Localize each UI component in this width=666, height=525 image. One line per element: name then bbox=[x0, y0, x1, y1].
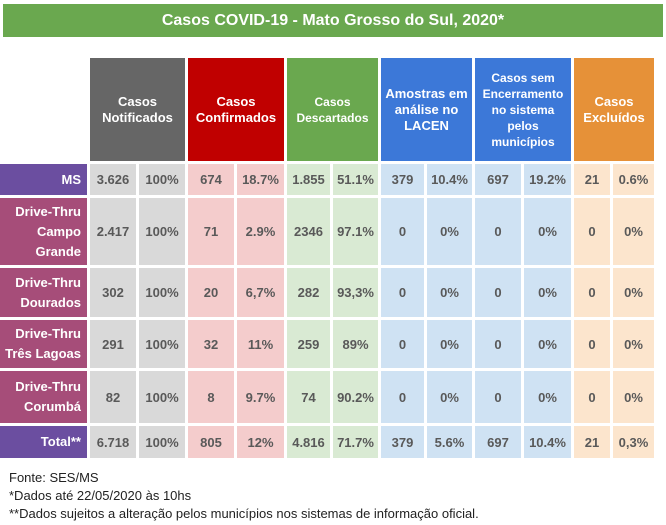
header-descartados: Casos Descartados bbox=[287, 58, 378, 161]
count-cell: 71 bbox=[188, 198, 234, 265]
count-cell: 697 bbox=[475, 426, 521, 458]
header-excluidos: Casos Excluídos bbox=[574, 58, 654, 161]
percent-cell: 0% bbox=[524, 198, 571, 265]
row-label: MS bbox=[0, 164, 87, 195]
percent-cell: 0% bbox=[427, 198, 472, 265]
percent-cell: 90.2% bbox=[333, 371, 378, 423]
percent-cell: 6,7% bbox=[237, 268, 284, 317]
percent-cell: 0% bbox=[427, 371, 472, 423]
percent-cell: 0% bbox=[613, 268, 654, 317]
count-cell: 1.855 bbox=[287, 164, 330, 195]
count-cell: 74 bbox=[287, 371, 330, 423]
percent-cell: 0% bbox=[524, 268, 571, 317]
percent-cell: 0% bbox=[427, 320, 472, 368]
header-amostras: Amostras em análise no LACEN bbox=[381, 58, 472, 161]
count-cell: 0 bbox=[475, 268, 521, 317]
count-cell: 291 bbox=[90, 320, 136, 368]
percent-cell: 100% bbox=[139, 320, 185, 368]
table-row: Drive-Thru Campo Grande 2.417 100% 71 2.9% 23… bbox=[0, 198, 654, 265]
percent-cell: 100% bbox=[139, 198, 185, 265]
count-cell: 3.626 bbox=[90, 164, 136, 195]
count-cell: 0 bbox=[475, 198, 521, 265]
footnotes: Fonte: SES/MS *Dados até 22/05/2020 às 1… bbox=[9, 469, 479, 523]
percent-cell: 0% bbox=[524, 371, 571, 423]
count-cell: 20 bbox=[188, 268, 234, 317]
percent-cell: 100% bbox=[139, 164, 185, 195]
percent-cell: 5.6% bbox=[427, 426, 472, 458]
table-row: Drive-Thru Dourados 302 100% 20 6,7% 282 93,3%… bbox=[0, 268, 654, 317]
percent-cell: 89% bbox=[333, 320, 378, 368]
percent-cell: 0.6% bbox=[613, 164, 654, 195]
count-cell: 6.718 bbox=[90, 426, 136, 458]
count-cell: 0 bbox=[574, 320, 610, 368]
count-cell: 2346 bbox=[287, 198, 330, 265]
percent-cell: 93,3% bbox=[333, 268, 378, 317]
count-cell: 21 bbox=[574, 164, 610, 195]
count-cell: 0 bbox=[381, 371, 424, 423]
count-cell: 0 bbox=[574, 268, 610, 317]
percent-cell: 10.4% bbox=[427, 164, 472, 195]
count-cell: 4.816 bbox=[287, 426, 330, 458]
percent-cell: 100% bbox=[139, 426, 185, 458]
count-cell: 697 bbox=[475, 164, 521, 195]
percent-cell: 0% bbox=[613, 320, 654, 368]
count-cell: 379 bbox=[381, 164, 424, 195]
percent-cell: 18.7% bbox=[237, 164, 284, 195]
table-title: Casos COVID-19 - Mato Grosso do Sul, 202… bbox=[3, 4, 663, 37]
count-cell: 32 bbox=[188, 320, 234, 368]
row-label: Drive-Thru Campo Grande bbox=[0, 198, 87, 265]
percent-cell: 11% bbox=[237, 320, 284, 368]
count-cell: 2.417 bbox=[90, 198, 136, 265]
count-cell: 379 bbox=[381, 426, 424, 458]
row-label: Total** bbox=[0, 426, 87, 458]
count-cell: 8 bbox=[188, 371, 234, 423]
percent-cell: 0,3% bbox=[613, 426, 654, 458]
row-label: Drive-Thru Corumbá bbox=[0, 371, 87, 423]
percent-cell: 0% bbox=[613, 198, 654, 265]
count-cell: 0 bbox=[475, 371, 521, 423]
count-cell: 0 bbox=[381, 268, 424, 317]
count-cell: 259 bbox=[287, 320, 330, 368]
row-label: Drive-Thru Três Lagoas bbox=[0, 320, 87, 368]
footnote-disclaimer: **Dados sujeitos a alteração pelos munic… bbox=[9, 506, 479, 521]
count-cell: 674 bbox=[188, 164, 234, 195]
percent-cell: 2.9% bbox=[237, 198, 284, 265]
percent-cell: 10.4% bbox=[524, 426, 571, 458]
count-cell: 21 bbox=[574, 426, 610, 458]
header-sem-encerramento: Casos sem Encerramento no sistema pelos … bbox=[475, 58, 571, 161]
percent-cell: 12% bbox=[237, 426, 284, 458]
percent-cell: 0% bbox=[524, 320, 571, 368]
count-cell: 0 bbox=[475, 320, 521, 368]
percent-cell: 51.1% bbox=[333, 164, 378, 195]
header-confirmados: Casos Confirmados bbox=[188, 58, 284, 161]
header-row: Casos Notificados Casos Confirmados Caso… bbox=[0, 58, 654, 161]
percent-cell: 0% bbox=[427, 268, 472, 317]
count-cell: 282 bbox=[287, 268, 330, 317]
count-cell: 805 bbox=[188, 426, 234, 458]
percent-cell: 0% bbox=[613, 371, 654, 423]
footnote-date: *Dados até 22/05/2020 às 10hs bbox=[9, 488, 192, 503]
count-cell: 0 bbox=[574, 371, 610, 423]
table-row: Total** 6.718 100% 805 12% 4.816 71.7% 379 5.6% 6… bbox=[0, 426, 654, 458]
header-notificados: Casos Notificados bbox=[90, 58, 185, 161]
count-cell: 0 bbox=[381, 198, 424, 265]
footnote-source: Fonte: SES/MS bbox=[9, 470, 99, 485]
percent-cell: 9.7% bbox=[237, 371, 284, 423]
table-row: MS 3.626 100% 674 18.7% 1.855 51.1% 379 10.4% 697… bbox=[0, 164, 654, 195]
percent-cell: 100% bbox=[139, 371, 185, 423]
table-row: Drive-Thru Corumbá 82 100% 8 9.7% 74 90.2% 0 0% 0… bbox=[0, 371, 654, 423]
percent-cell: 100% bbox=[139, 268, 185, 317]
count-cell: 82 bbox=[90, 371, 136, 423]
row-label: Drive-Thru Dourados bbox=[0, 268, 87, 317]
percent-cell: 97.1% bbox=[333, 198, 378, 265]
percent-cell: 71.7% bbox=[333, 426, 378, 458]
empty-corner bbox=[0, 58, 87, 161]
count-cell: 0 bbox=[381, 320, 424, 368]
table-row: Drive-Thru Três Lagoas 291 100% 32 11% 259 89%… bbox=[0, 320, 654, 368]
covid-cases-table: Casos Notificados Casos Confirmados Caso… bbox=[0, 55, 657, 461]
count-cell: 0 bbox=[574, 198, 610, 265]
percent-cell: 19.2% bbox=[524, 164, 571, 195]
count-cell: 302 bbox=[90, 268, 136, 317]
